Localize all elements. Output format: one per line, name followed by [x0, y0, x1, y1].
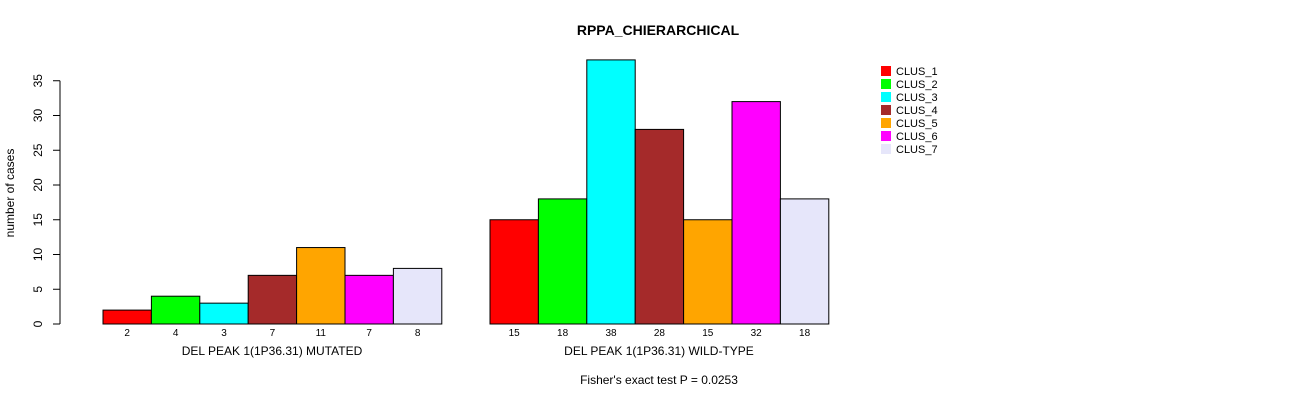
y-tick-label: 0 — [31, 320, 45, 327]
bar-mutated-clus-7 — [392, 267, 443, 325]
legend-swatch — [881, 92, 891, 102]
bar-count-label: 15 — [702, 328, 714, 339]
legend-item-label: CLUS_3 — [896, 92, 938, 104]
y-tick-label: 25 — [31, 143, 45, 157]
legend-item-label: CLUS_2 — [896, 79, 938, 91]
bar-count-label: 38 — [605, 328, 617, 339]
y-tick-label: 5 — [31, 286, 45, 293]
bar-mutated-clus-2 — [150, 295, 201, 325]
count-labels: 2 4 3 7 11 7 8 15 18 38 28 15 32 18 — [124, 328, 810, 339]
bars — [102, 59, 830, 325]
legend-swatch — [881, 79, 891, 89]
bar-wild-type-clus-4 — [634, 128, 685, 325]
bar-count-label: 15 — [509, 328, 521, 339]
bar-count-label: 8 — [415, 328, 421, 339]
y-axis-label: number of cases — [3, 149, 17, 238]
bar-count-label: 18 — [799, 328, 811, 339]
bar-mutated-clus-4 — [247, 274, 298, 325]
legend-item-label: CLUS_5 — [896, 118, 938, 130]
bar-count-label: 2 — [124, 328, 130, 339]
legend: CLUS_1CLUS_2CLUS_3CLUS_4CLUS_5CLUS_6CLUS… — [881, 66, 938, 156]
bar-mutated-clus-1 — [102, 309, 152, 325]
group-label-wild-type: DEL PEAK 1(1P36.31) WILD-TYPE — [564, 344, 754, 358]
bar-mutated-clus-5 — [296, 247, 346, 325]
legend-item-label: CLUS_6 — [896, 131, 938, 143]
legend-item-label: CLUS_7 — [896, 144, 938, 156]
legend-swatch — [881, 118, 891, 128]
y-tick-label: 15 — [31, 213, 45, 227]
bar-wild-type-clus-7 — [779, 198, 830, 325]
bar-mutated-clus-3 — [199, 302, 249, 325]
bar-wild-type-clus-2 — [537, 198, 588, 325]
bar-count-label: 7 — [270, 328, 276, 339]
bar-wild-type-clus-6 — [731, 101, 781, 325]
bar-wild-type-clus-1 — [489, 219, 539, 325]
chart-title: RPPA_CHIERARCHICAL — [577, 22, 740, 38]
legend-item-label: CLUS_4 — [896, 105, 938, 117]
group-label-mutated: DEL PEAK 1(1P36.31) MUTATED — [182, 344, 363, 358]
bar-wild-type-clus-3 — [586, 59, 636, 325]
legend-item-label: CLUS_1 — [896, 66, 938, 78]
bar-count-label: 32 — [751, 328, 763, 339]
bar-count-label: 18 — [557, 328, 569, 339]
y-axis: 0 5 10 15 20 25 30 35 — [31, 74, 61, 327]
legend-swatch — [881, 105, 891, 115]
legend-swatch — [881, 131, 891, 141]
fisher-test-annotation: Fisher's exact test P = 0.0253 — [580, 373, 738, 387]
bar-mutated-clus-6 — [344, 274, 394, 325]
bar-count-label: 4 — [173, 328, 179, 339]
legend-swatch — [881, 66, 891, 76]
bar-wild-type-clus-5 — [683, 219, 733, 325]
bar-count-label: 7 — [366, 328, 372, 339]
y-tick-label: 10 — [31, 248, 45, 262]
y-tick-label: 35 — [31, 74, 45, 88]
bar-count-label: 3 — [221, 328, 227, 339]
y-tick-label: 20 — [31, 178, 45, 192]
bar-count-label: 11 — [316, 328, 327, 339]
y-tick-label: 30 — [31, 109, 45, 123]
bar-count-label: 28 — [654, 328, 666, 339]
legend-swatch — [881, 144, 891, 154]
